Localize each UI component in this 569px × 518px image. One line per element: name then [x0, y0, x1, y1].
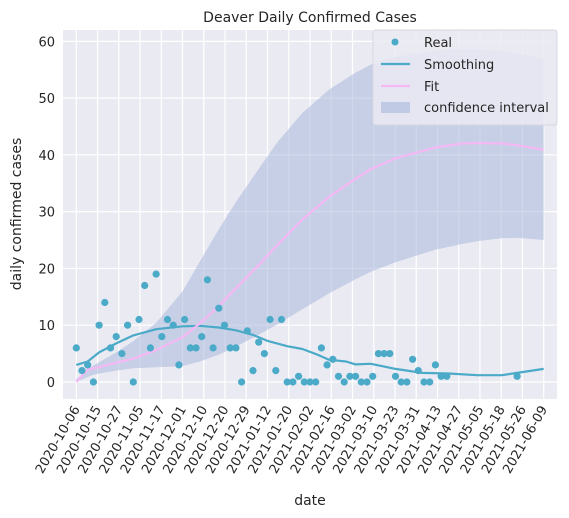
- x-axis-label: date: [294, 493, 326, 509]
- real-data-point: [192, 344, 200, 352]
- real-data-point: [135, 315, 143, 324]
- real-data-point: [437, 372, 445, 380]
- real-data-point: [232, 344, 240, 352]
- real-data-point: [352, 372, 360, 380]
- y-tick-label: 40: [38, 149, 55, 164]
- y-tick-label: 0: [47, 376, 55, 391]
- legend-smoothing-label: Smoothing: [424, 58, 494, 73]
- y-tick-label: 10: [38, 319, 55, 334]
- real-data-point: [238, 378, 246, 386]
- real-data-point: [146, 344, 154, 352]
- real-data-point: [84, 361, 92, 369]
- real-data-point: [300, 378, 308, 386]
- real-data-point: [158, 333, 166, 341]
- confidence-band: [76, 49, 544, 383]
- x-ticks: 2020-10-062020-10-152020-10-272020-11-05…: [33, 403, 551, 476]
- real-data-point: [391, 372, 400, 380]
- legend: Real Smoothing Fit confidence interval: [372, 29, 558, 126]
- real-data-point: [513, 372, 521, 380]
- real-data-point: [443, 372, 451, 380]
- scatter-points: [72, 270, 521, 386]
- real-data-point: [78, 367, 86, 375]
- real-data-point: [323, 361, 331, 369]
- real-data-point: [295, 372, 303, 380]
- real-data-point: [215, 304, 223, 312]
- y-tick-label: 50: [38, 92, 55, 107]
- real-data-point: [346, 372, 354, 380]
- real-data-point: [95, 321, 103, 329]
- y-ticks: 0 10 20 30 40 50 60: [38, 35, 55, 391]
- real-data-point: [181, 315, 189, 324]
- smoothing-line: [75, 324, 544, 377]
- real-data-point: [380, 350, 388, 358]
- real-data-point: [152, 270, 160, 278]
- real-data-point: [260, 350, 268, 358]
- real-data-point: [198, 333, 206, 341]
- real-data-point: [129, 378, 137, 386]
- real-data-point: [255, 338, 263, 346]
- legend-box: [372, 29, 558, 126]
- real-data-point: [334, 372, 343, 380]
- real-data-point: [226, 344, 234, 352]
- real-data-point: [141, 281, 149, 290]
- real-data-point: [101, 298, 109, 307]
- real-data-point: [203, 276, 211, 284]
- real-data-point: [118, 350, 126, 358]
- real-data-point: [426, 378, 434, 386]
- real-data-point: [89, 378, 97, 386]
- real-data-point: [124, 321, 132, 329]
- fit-line: [75, 141, 544, 383]
- real-data-point: [277, 315, 286, 324]
- real-data-point: [186, 344, 194, 352]
- real-data-point: [357, 378, 365, 386]
- real-data-point: [169, 321, 177, 329]
- real-data-point: [243, 327, 251, 335]
- real-data-point: [266, 315, 274, 324]
- y-tick-label: 30: [38, 206, 55, 221]
- real-data-point: [220, 321, 229, 329]
- real-data-point: [386, 350, 394, 358]
- real-data-point: [209, 344, 217, 352]
- real-data-point: [112, 333, 120, 341]
- legend-ci-swatch: [381, 102, 410, 113]
- confidence-interval-band: [76, 49, 544, 383]
- real-data-point: [369, 372, 377, 380]
- real-data-point: [414, 367, 422, 375]
- y-tick-label: 20: [38, 262, 55, 277]
- real-data-point: [175, 361, 183, 369]
- real-data-point: [403, 378, 411, 386]
- real-data-point: [289, 378, 297, 386]
- real-data-point: [249, 367, 257, 375]
- real-data-point: [397, 378, 405, 386]
- real-data-point: [374, 350, 382, 358]
- series-lines: [75, 141, 544, 383]
- real-data-point: [312, 378, 320, 386]
- real-data-point: [306, 378, 314, 386]
- y-tick-label: 60: [38, 35, 55, 50]
- real-data-point: [340, 378, 348, 386]
- real-data-point: [409, 355, 417, 363]
- legend-fit-label: Fit: [424, 80, 439, 95]
- y-axis-label: daily confirmed cases: [9, 138, 25, 291]
- chart-title: Deaver Daily Confirmed Cases: [203, 10, 417, 26]
- real-data-point: [272, 367, 280, 375]
- real-data-point: [163, 315, 172, 324]
- legend-real-marker: [391, 38, 399, 46]
- legend-real-label: Real: [424, 36, 452, 51]
- real-data-point: [106, 344, 115, 352]
- real-data-point: [283, 378, 291, 386]
- legend-ci-label: confidence interval: [424, 101, 549, 116]
- real-data-point: [72, 344, 80, 352]
- real-data-point: [317, 344, 325, 352]
- real-data-point: [420, 378, 428, 386]
- real-data-point: [431, 361, 439, 369]
- real-data-point: [329, 355, 337, 363]
- real-data-point: [363, 378, 371, 386]
